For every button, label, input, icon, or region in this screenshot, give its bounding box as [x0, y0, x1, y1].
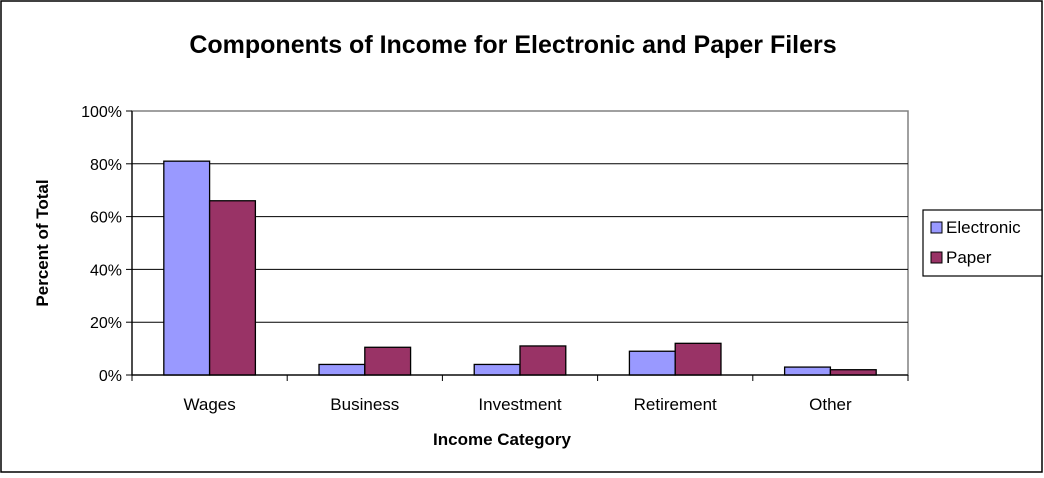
y-tick-label: 20% — [90, 315, 122, 332]
bar-paper-business — [364, 346, 412, 376]
bar-electronic-business — [318, 363, 366, 376]
legend: Electronic Paper — [922, 209, 1043, 277]
y-tick-label: 40% — [90, 262, 122, 279]
bar-paper-wages — [208, 200, 257, 376]
bar-electronic-investment — [473, 363, 521, 376]
y-tick-label: 80% — [90, 157, 122, 174]
x-tick-label: Other — [809, 395, 852, 414]
bar-paper-retirement — [674, 342, 722, 376]
bar-electronic-retirement — [628, 350, 676, 376]
y-tick-label: 100% — [81, 104, 122, 121]
axis-layer: 0% 20% 40% 60% 80% 100% Wages Business Investmen… — [81, 104, 909, 414]
grid-layer — [132, 163, 908, 323]
legend-label-paper: Paper — [946, 248, 992, 267]
legend-box — [922, 209, 1043, 277]
x-tick-label: Wages — [183, 395, 235, 414]
y-tick-label: 60% — [90, 210, 122, 227]
legend-item-paper: Paper — [930, 248, 992, 267]
legend-item-electronic: Electronic — [930, 218, 1021, 237]
legend-swatch-electronic — [930, 221, 943, 234]
y-tick-label: 0% — [99, 368, 122, 385]
legend-swatch-paper — [930, 251, 943, 264]
plot-area — [131, 110, 909, 376]
x-tick-label: Retirement — [634, 395, 717, 414]
bar-paper-other — [829, 369, 877, 376]
bar-paper-investment — [519, 345, 567, 376]
chart-title: Components of Income for Electronic and … — [189, 31, 836, 59]
x-tick-label: Investment — [478, 395, 561, 414]
legend-label-electronic: Electronic — [946, 218, 1021, 237]
bar-electronic-other — [783, 366, 832, 376]
x-tick-label: Business — [330, 395, 399, 414]
bar-electronic-wages — [163, 160, 211, 376]
x-axis-label: Income Category — [433, 430, 571, 449]
y-axis-label: Percent of Total — [33, 179, 52, 306]
